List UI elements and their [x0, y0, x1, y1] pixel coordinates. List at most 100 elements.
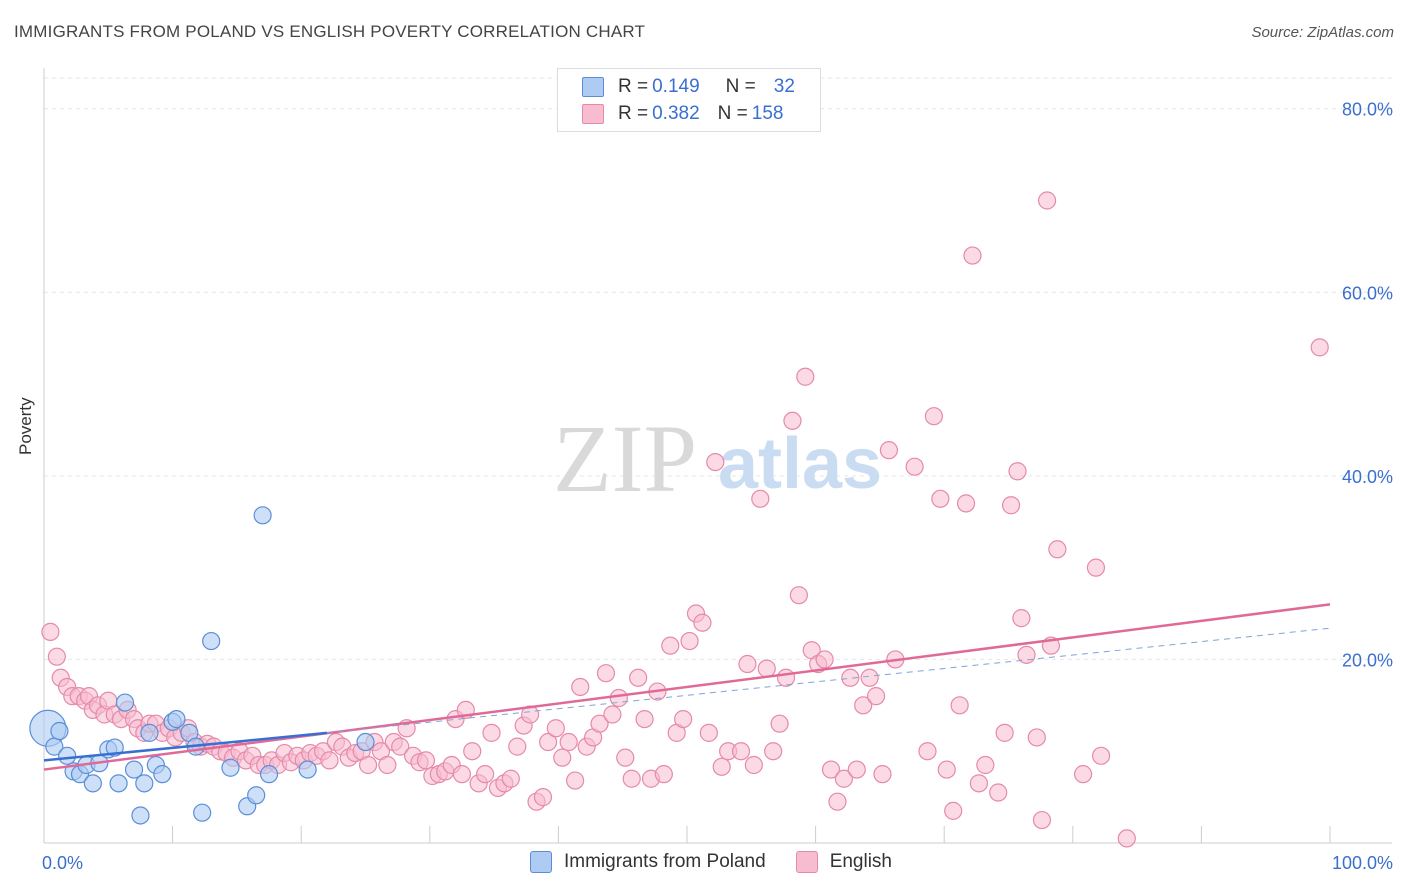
english-point — [674, 709, 693, 729]
english-points — [41, 191, 1329, 848]
english-point — [693, 613, 712, 632]
english-point — [661, 636, 680, 655]
english-point — [712, 757, 731, 776]
poland-point — [298, 760, 317, 779]
english-point — [629, 668, 648, 687]
english-point — [995, 723, 1014, 742]
legend: R = 0.149 N = 32 R = 0.382 N = 158 — [557, 68, 821, 132]
legend-n-value: 158 — [751, 103, 784, 124]
english-point — [553, 748, 572, 767]
english-point — [1027, 728, 1046, 747]
y-tick-label: 60.0% — [1342, 283, 1393, 303]
poland-point — [140, 723, 159, 742]
poland-points — [29, 506, 375, 825]
poland-point — [131, 806, 150, 825]
english-point — [738, 654, 757, 674]
english-point — [1091, 746, 1111, 765]
poland-point — [153, 765, 172, 784]
poland-point — [115, 693, 135, 712]
english-point — [866, 687, 886, 706]
legend-swatch-english — [582, 104, 604, 124]
english-point — [751, 489, 770, 508]
english-point — [482, 723, 501, 742]
y-tick-label: 20.0% — [1342, 650, 1393, 670]
english-point — [706, 452, 725, 472]
trend-lines — [43, 603, 1331, 771]
english-point — [757, 659, 776, 678]
english-point — [796, 367, 815, 386]
english-point — [609, 688, 628, 708]
legend-r-label: R = — [618, 76, 649, 97]
english-point — [937, 760, 956, 779]
poland-point — [221, 758, 240, 777]
english-point — [463, 742, 482, 761]
bottom-legend-label-english: English — [829, 851, 893, 872]
english-point — [744, 755, 763, 775]
poland-point — [253, 506, 272, 525]
english-point — [834, 769, 853, 788]
english-point — [989, 783, 1008, 802]
legend-r-label: R = — [618, 103, 649, 124]
english-point — [680, 631, 699, 651]
chart-title: IMMIGRANTS FROM POLAND VS ENGLISH POVERT… — [14, 22, 646, 41]
tick-labels: 20.0% 40.0% 60.0% 80.0% 0.0% 100.0% — [42, 100, 1393, 873]
english-point — [566, 771, 585, 790]
english-point — [931, 489, 950, 508]
english-point — [616, 748, 635, 767]
poland-point — [259, 765, 279, 784]
x-tick-label-max: 100.0% — [1332, 853, 1393, 873]
english-point — [699, 723, 718, 742]
english-point — [416, 751, 436, 770]
poland-trend-extension — [326, 627, 1331, 734]
english-point — [452, 765, 472, 784]
legend-r-value: 0.382 — [652, 103, 700, 124]
english-point — [1310, 338, 1329, 357]
english-point — [596, 664, 616, 683]
english-point — [546, 719, 565, 738]
legend-n-label: N = — [725, 76, 756, 97]
poland-point — [193, 803, 212, 822]
english-point — [501, 769, 520, 788]
english-point — [879, 441, 899, 460]
english-point — [1073, 765, 1093, 784]
english-point — [905, 457, 924, 476]
english-point — [508, 737, 527, 756]
english-point — [654, 765, 673, 784]
legend-row-poland: R = 0.149 N = 32 — [582, 75, 795, 99]
legend-n-value: 32 — [773, 76, 795, 97]
poland-point — [135, 774, 154, 793]
english-point — [731, 742, 751, 761]
source-label: Source: ZipAtlas.com — [1251, 24, 1394, 41]
legend-swatch-poland — [582, 77, 604, 97]
english-point — [320, 751, 339, 770]
english-point — [533, 788, 553, 807]
english-point — [358, 755, 378, 775]
english-point — [969, 774, 989, 793]
bottom-legend-label-poland: Immigrants from Poland — [564, 851, 766, 872]
english-point — [1032, 810, 1052, 830]
english-point — [956, 494, 976, 513]
english-point — [1001, 496, 1021, 515]
poland-point — [50, 721, 69, 741]
english-point — [539, 732, 558, 752]
english-point — [603, 705, 622, 724]
english-point — [963, 246, 982, 265]
english-point — [847, 760, 866, 779]
english-point — [590, 714, 609, 733]
english-point — [635, 709, 654, 729]
english-point — [391, 737, 410, 756]
english-point — [944, 801, 963, 820]
bottom-legend-english: English — [795, 851, 893, 873]
english-point — [1048, 540, 1067, 559]
english-point — [950, 696, 969, 715]
english-point — [815, 650, 834, 669]
bottom-legend-swatch-poland — [530, 851, 552, 873]
english-point — [924, 407, 944, 426]
english-point — [1117, 829, 1136, 848]
english-point — [918, 742, 937, 761]
legend-row-english: R = 0.382 N = 158 — [582, 102, 783, 126]
english-point — [828, 792, 847, 811]
english-point — [854, 696, 873, 715]
watermark-atlas: atlas — [718, 424, 882, 504]
